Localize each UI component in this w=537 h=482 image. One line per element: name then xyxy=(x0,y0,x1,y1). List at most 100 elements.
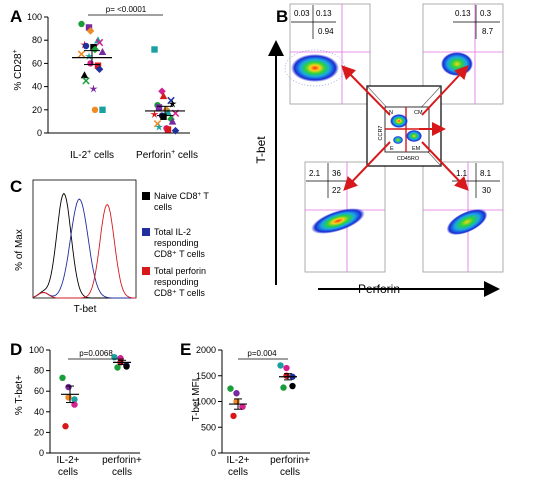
y-tick-label: 1500 xyxy=(196,371,216,381)
data-point xyxy=(160,113,167,120)
data-point xyxy=(114,364,121,371)
data-point xyxy=(277,362,284,369)
data-point xyxy=(90,43,97,51)
panel-d-xlabel-perforin-2: cells xyxy=(112,467,132,478)
quadrant-tr-ul: 0.13 xyxy=(455,9,471,18)
data-point xyxy=(227,385,234,392)
data-point xyxy=(154,122,164,131)
panel-c-ylabel: % of Max xyxy=(14,229,25,271)
data-point xyxy=(77,50,86,58)
panel-label-c: C xyxy=(10,177,22,196)
data-point xyxy=(89,84,98,93)
data-point xyxy=(87,60,94,67)
data-point xyxy=(150,110,159,118)
center-label-e: E xyxy=(390,146,394,152)
center-gating-plot: N CM E EM CCR7 CD45RO xyxy=(341,65,469,191)
data-point xyxy=(59,374,66,382)
y-tick-label: 0 xyxy=(39,448,44,458)
data-point xyxy=(168,99,177,108)
data-point xyxy=(95,65,104,73)
flow-plot-bottom-right: 1.1 8.1 30 xyxy=(422,161,504,273)
data-point xyxy=(82,77,90,85)
center-label-em: EM xyxy=(412,146,421,152)
panel-label-a: A xyxy=(10,7,22,26)
data-point xyxy=(99,106,106,113)
quadrant-bl-ur: 36 xyxy=(332,169,341,178)
data-point xyxy=(151,46,158,53)
data-point xyxy=(84,52,94,60)
panel-d-xlabel-il2: IL-2+ xyxy=(56,455,79,466)
panel-d-ylabel: % T-bet+ xyxy=(14,375,25,415)
panel-a-xlabel-il2: IL-2+ cells xyxy=(70,149,114,161)
panel-d-xlabel-perforin: perforin+ xyxy=(102,455,142,466)
y-tick-label: 1000 xyxy=(196,397,216,407)
legend-label-naive: Naive CD8+ T xyxy=(154,191,209,201)
quadrant-br-ul: 1.1 xyxy=(456,169,468,178)
y-tick-label: 40 xyxy=(34,407,44,417)
legend-label-il2-2: responding xyxy=(154,238,199,248)
quadrant-tr-lr: 8.7 xyxy=(482,27,494,36)
red-arrow-bottom-left xyxy=(343,141,391,191)
y-tick-label: 0 xyxy=(211,448,216,458)
data-point xyxy=(65,383,72,391)
panel-b-xlabel: Perforin xyxy=(358,282,400,296)
panel-e-xlabel-il2-2: cells xyxy=(228,467,248,478)
data-point xyxy=(233,390,240,397)
legend-label-naive-2: cells xyxy=(154,202,173,212)
center-xaxis-label: CD45RO xyxy=(397,156,420,162)
data-point xyxy=(155,104,163,111)
panel-a-axes: 0 20 40 60 80 100 xyxy=(27,12,190,138)
panel-e-xlabel-perforin-2: cells xyxy=(280,467,300,478)
data-point xyxy=(171,126,180,135)
data-point xyxy=(91,106,99,114)
quadrant-tr-ur: 0.3 xyxy=(480,9,492,18)
panel-d-axes: 0 20 40 60 80 100 xyxy=(29,345,140,458)
panel-a-chart: 0 20 40 60 80 100 % CD28+ p= <0.0001 IL-2+ ce… xyxy=(12,5,198,161)
panel-e-axes: 0 500 1000 1500 2000 xyxy=(196,345,310,458)
quadrant-tl-ul: 0.03 xyxy=(294,9,310,18)
data-point xyxy=(239,403,246,410)
panel-label-b: B xyxy=(276,7,288,26)
data-point xyxy=(159,92,168,100)
legend-swatch-naive xyxy=(142,192,150,200)
center-label-cm: CM xyxy=(414,110,423,116)
data-point xyxy=(158,87,166,96)
data-point xyxy=(94,62,102,69)
data-point xyxy=(65,394,72,401)
quadrant-br-ur: 8.1 xyxy=(480,169,492,178)
center-yaxis-label: CCR7 xyxy=(378,126,384,141)
y-tick-label: 60 xyxy=(32,58,42,68)
panel-e-chart: 0 500 1000 1500 2000 T-bet MFI p=0.004 IL-2+… xyxy=(191,345,310,478)
panel-b-figure: T-bet Perforin 0.03 0.13 0.94 0.13 0.3 xyxy=(254,3,504,297)
y-tick-label: 40 xyxy=(32,82,42,92)
panel-label-e: E xyxy=(180,340,191,359)
y-tick-label: 20 xyxy=(34,427,44,437)
quadrant-br-lr: 30 xyxy=(482,186,491,195)
data-point xyxy=(95,38,104,47)
data-point xyxy=(80,71,89,79)
data-point xyxy=(71,396,78,403)
panel-c-histogram: % of Max T-bet xyxy=(14,179,137,315)
legend-label-il2: Total IL-2 xyxy=(154,227,191,237)
data-point xyxy=(289,382,296,390)
data-point xyxy=(85,24,93,31)
panel-c-xlabel: T-bet xyxy=(74,304,97,315)
red-arrow-top-left xyxy=(341,65,391,116)
panel-label-d: D xyxy=(10,340,22,359)
red-arrow-bottom-right xyxy=(421,141,469,191)
panel-a-pvalue: p= <0.0001 xyxy=(106,5,147,14)
panel-a-ylabel: % CD28+ xyxy=(12,49,24,90)
data-point xyxy=(230,412,237,420)
legend-label-perforin: Total perforin xyxy=(154,266,206,276)
panel-d-pvalue: p=0.0068 xyxy=(79,349,113,358)
flow-plot-bottom-left: 2.1 36 22 xyxy=(304,161,386,273)
y-tick-label: 20 xyxy=(32,105,42,115)
panel-c-curves xyxy=(32,192,137,299)
data-point xyxy=(91,45,99,54)
y-tick-label: 2000 xyxy=(196,345,216,355)
panel-d-chart: 0 20 40 60 80 100 % T-bet+ p=0.0068 IL-2+ cel… xyxy=(14,345,142,478)
hist-curve-perforin xyxy=(32,204,137,299)
center-label-n: N xyxy=(389,110,393,116)
data-point xyxy=(62,423,69,430)
legend-label-perforin-3: CD8⁺ T cells xyxy=(154,288,205,298)
